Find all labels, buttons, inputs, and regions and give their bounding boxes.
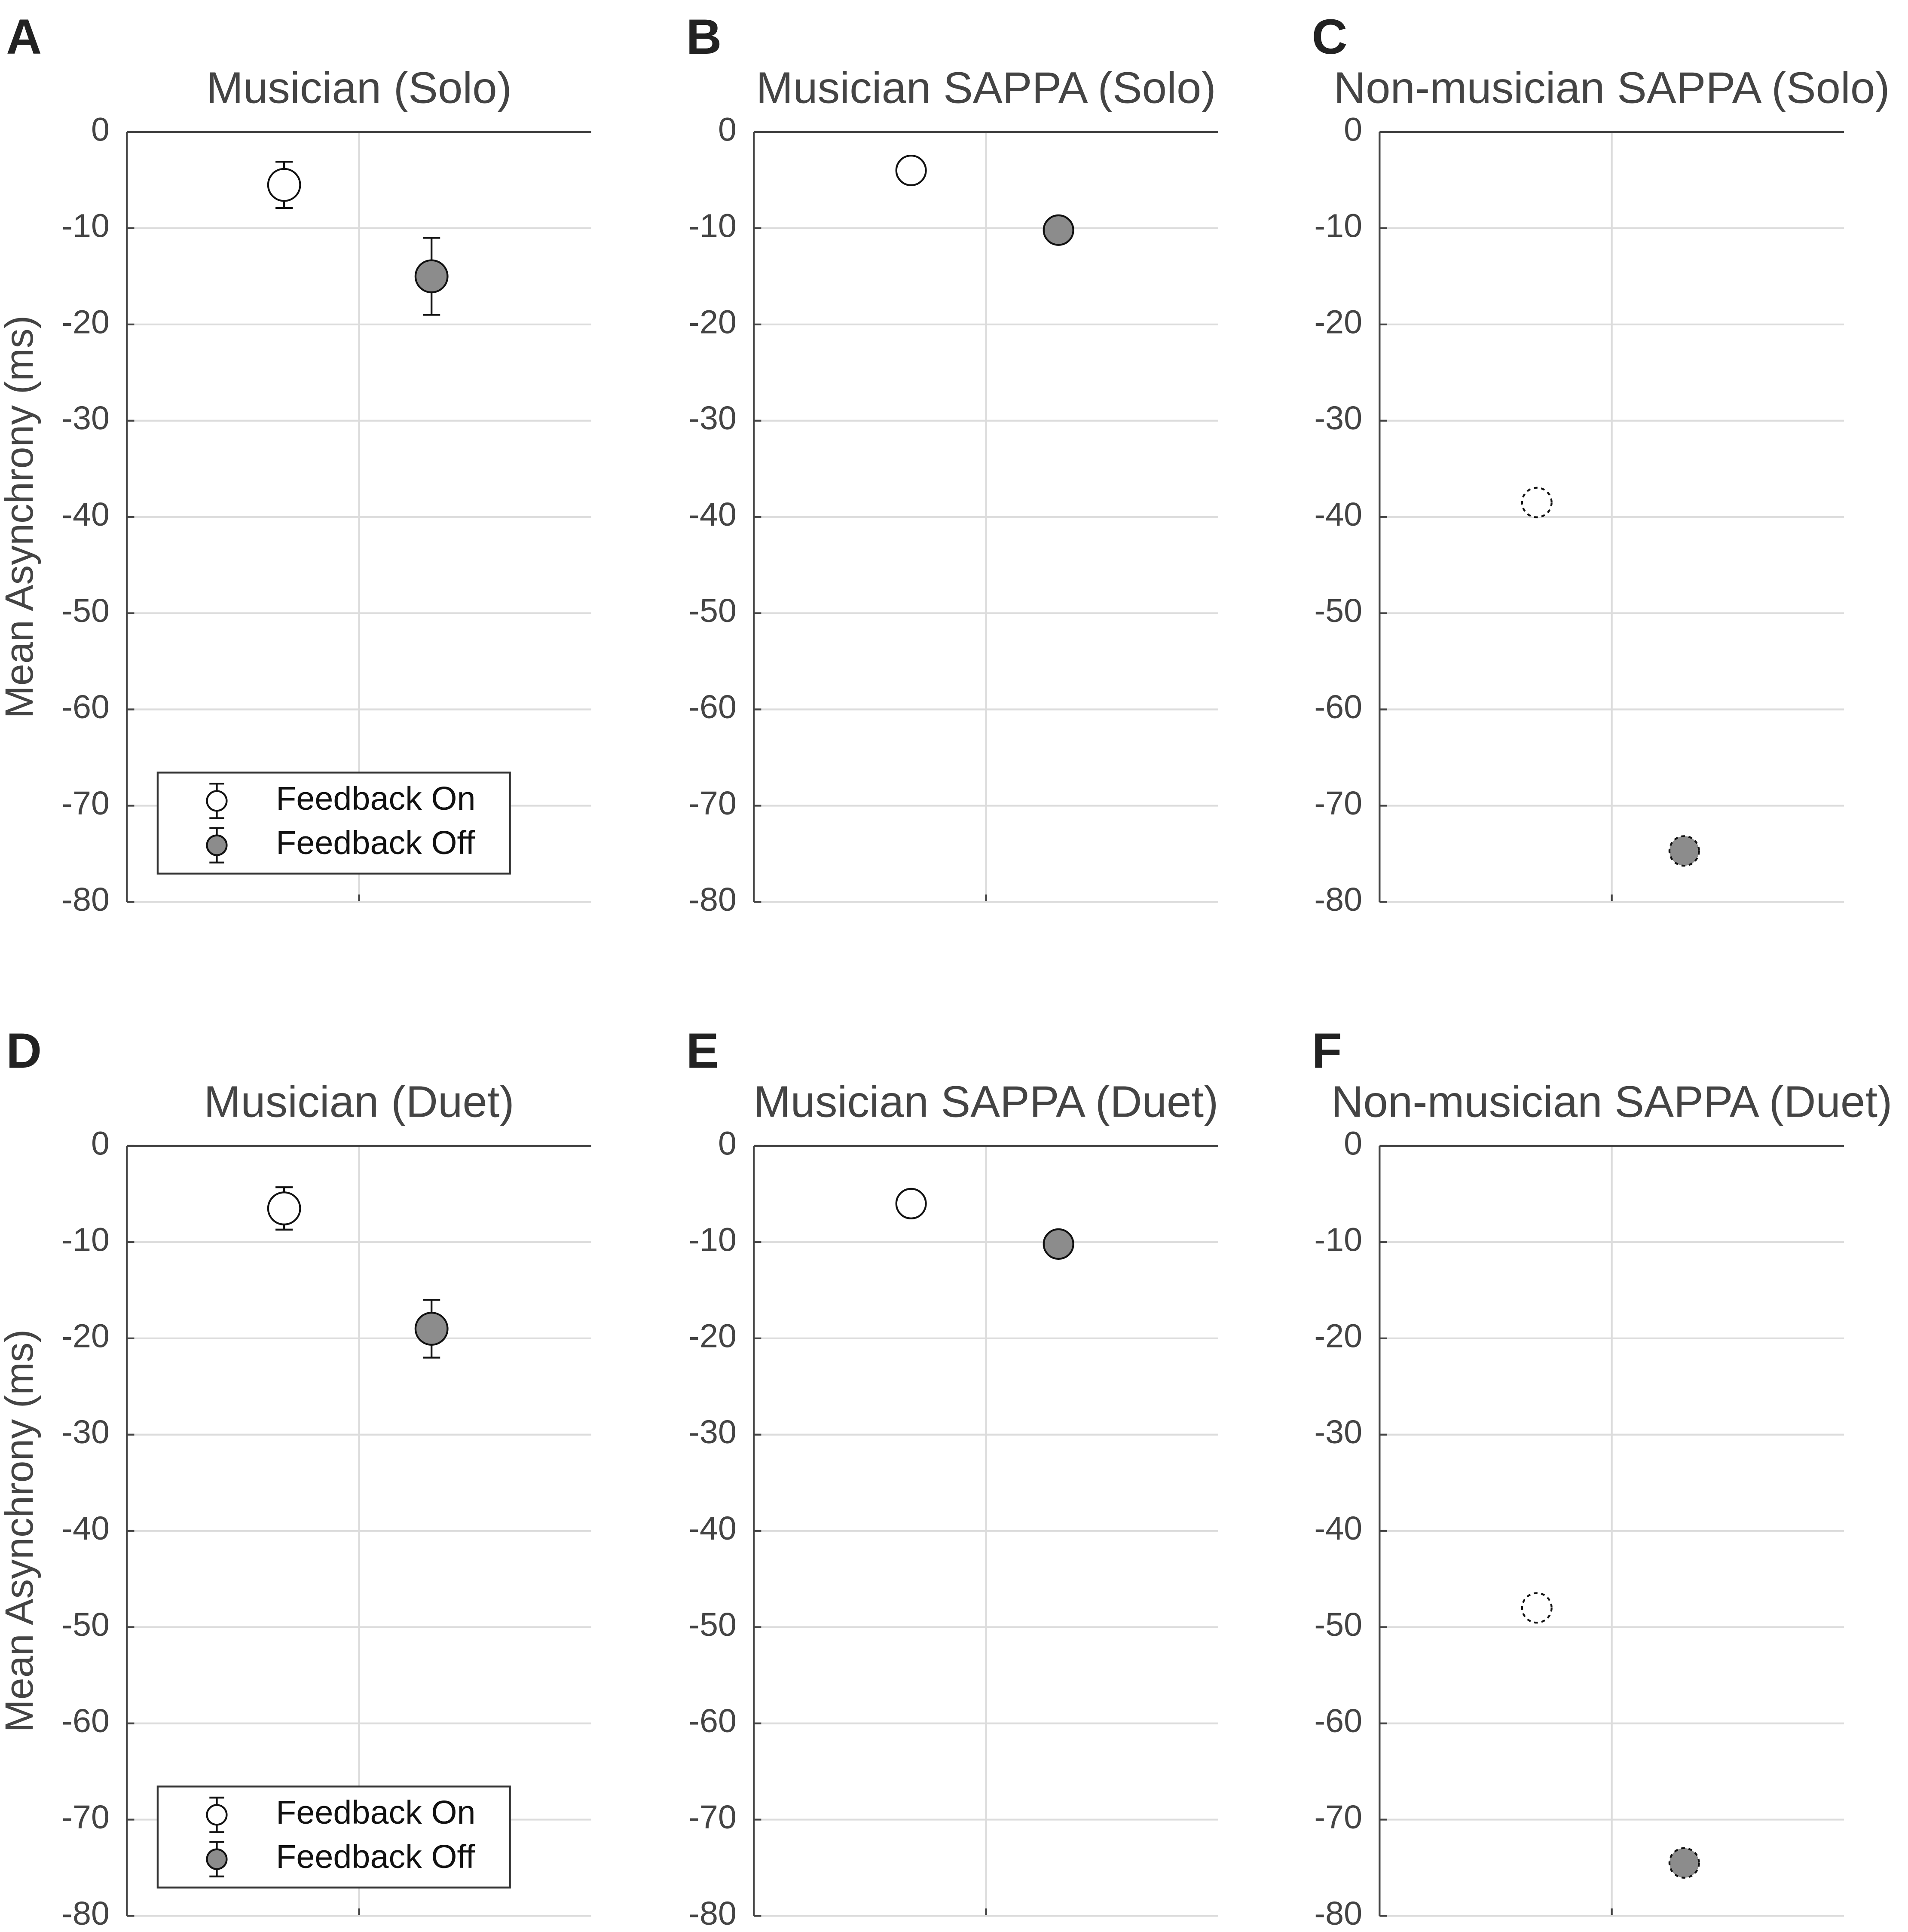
- marker: [1521, 1592, 1553, 1624]
- panel-letter: B: [686, 9, 722, 64]
- panel-title: Musician (Solo): [206, 63, 512, 113]
- y-tick-label: -40: [61, 1510, 110, 1547]
- marker: [1668, 835, 1700, 867]
- y-tick-label: -40: [1314, 496, 1362, 533]
- y-tick-label: -10: [688, 1221, 737, 1258]
- y-tick-label: -10: [1314, 207, 1362, 244]
- y-tick-label: -10: [1314, 1221, 1362, 1258]
- panel: A Musician (Solo) Mean Asynchrony (ms) 0 -10…: [0, 9, 591, 918]
- marker: [1043, 1228, 1074, 1260]
- y-axis-label: Mean Asynchrony (ms): [0, 315, 41, 719]
- y-tick-label: -40: [1314, 1510, 1362, 1547]
- y-tick-label: -70: [688, 785, 737, 822]
- y-tick-label: -10: [61, 1221, 110, 1258]
- legend: Feedback On Feedback Off: [156, 1785, 511, 1889]
- y-tick-label: -30: [688, 400, 737, 437]
- y-tick-label: -20: [1314, 1317, 1362, 1354]
- y-tick-label: -30: [61, 400, 110, 437]
- panel: D Musician (Duet) Mean Asynchrony (ms) 0 -10…: [0, 1023, 591, 1932]
- panel-letter: D: [6, 1023, 42, 1078]
- legend-marker: [206, 790, 228, 812]
- y-tick-label: -10: [61, 207, 110, 244]
- marker: [895, 1188, 927, 1219]
- y-tick-label: -70: [61, 785, 110, 822]
- y-tick-label: -80: [61, 881, 110, 918]
- y-tick-label: -80: [1314, 881, 1362, 918]
- marker: [895, 154, 927, 187]
- y-tick-label: -20: [688, 303, 737, 340]
- y-tick-label: 0: [718, 111, 737, 148]
- y-tick-label: -50: [1314, 1606, 1362, 1643]
- marker: [414, 1312, 449, 1346]
- y-tick-label: -80: [1314, 1895, 1362, 1932]
- marker: [414, 259, 449, 294]
- y-tick-label: -40: [688, 1510, 737, 1547]
- y-tick-label: -60: [61, 689, 110, 726]
- y-tick-label: -20: [61, 1317, 110, 1354]
- y-tick-label: 0: [91, 1125, 110, 1162]
- y-tick-label: -50: [1314, 592, 1362, 629]
- legend-label: Feedback On: [276, 780, 476, 817]
- y-tick-label: -20: [1314, 303, 1362, 340]
- y-tick-label: -30: [1314, 1414, 1362, 1451]
- legend-marker: [206, 834, 228, 856]
- y-tick-label: -40: [61, 496, 110, 533]
- y-tick-label: -80: [61, 1895, 110, 1932]
- y-tick-label: -10: [688, 207, 737, 244]
- y-tick-label: -20: [61, 303, 110, 340]
- y-tick-label: -70: [61, 1799, 110, 1836]
- y-tick-label: -50: [688, 592, 737, 629]
- y-tick-label: 0: [718, 1125, 737, 1162]
- marker: [1668, 1847, 1700, 1879]
- legend-label: Feedback Off: [276, 1838, 475, 1875]
- y-tick-label: 0: [1344, 111, 1362, 148]
- panel-title: Musician SAPPA (Duet): [754, 1077, 1219, 1127]
- y-tick-label: -40: [688, 496, 737, 533]
- marker: [1521, 487, 1553, 518]
- y-tick-label: -30: [688, 1414, 737, 1451]
- y-tick-label: -30: [1314, 400, 1362, 437]
- y-axis-label: Mean Asynchrony (ms): [0, 1329, 41, 1733]
- y-tick-label: -70: [1314, 1799, 1362, 1836]
- y-tick-label: -30: [61, 1414, 110, 1451]
- legend-label: Feedback Off: [276, 824, 475, 861]
- legend-marker: [206, 1848, 228, 1870]
- marker: [267, 1191, 301, 1225]
- y-tick-label: -60: [1314, 1702, 1362, 1739]
- marker: [1043, 214, 1074, 246]
- y-tick-label: -70: [1314, 785, 1362, 822]
- legend-marker: [206, 1804, 228, 1826]
- y-tick-label: -80: [688, 1895, 737, 1932]
- panel-letter: A: [6, 9, 42, 64]
- y-tick-label: -80: [688, 881, 737, 918]
- y-tick-label: -60: [688, 689, 737, 726]
- panel-title: Non-musician SAPPA (Duet): [1331, 1077, 1892, 1127]
- y-tick-label: -70: [688, 1799, 737, 1836]
- marker: [267, 168, 301, 202]
- y-tick-label: -60: [61, 1702, 110, 1739]
- panel-title: Musician (Duet): [204, 1077, 514, 1127]
- panel: B Musician SAPPA (Solo) 0 -10 -20 -30 -40 -50 -6…: [686, 9, 1218, 918]
- panel-title: Musician SAPPA (Solo): [756, 63, 1216, 113]
- legend: Feedback On Feedback Off: [156, 772, 511, 875]
- y-tick-label: 0: [1344, 1125, 1362, 1162]
- legend-label: Feedback On: [276, 1794, 476, 1831]
- panel-letter: E: [686, 1023, 719, 1078]
- y-tick-label: -60: [1314, 689, 1362, 726]
- y-tick-label: 0: [91, 111, 110, 148]
- y-tick-label: -50: [61, 592, 110, 629]
- y-tick-label: -50: [688, 1606, 737, 1643]
- panel-letter: C: [1312, 9, 1348, 64]
- y-tick-label: -50: [61, 1606, 110, 1643]
- y-tick-label: -60: [688, 1702, 737, 1739]
- panel-title: Non-musician SAPPA (Solo): [1334, 63, 1890, 113]
- y-tick-label: -20: [688, 1317, 737, 1354]
- panel-letter: F: [1312, 1023, 1342, 1078]
- panel: E Musician SAPPA (Duet) 0 -10 -20 -30 -40 -50 -6…: [686, 1023, 1219, 1932]
